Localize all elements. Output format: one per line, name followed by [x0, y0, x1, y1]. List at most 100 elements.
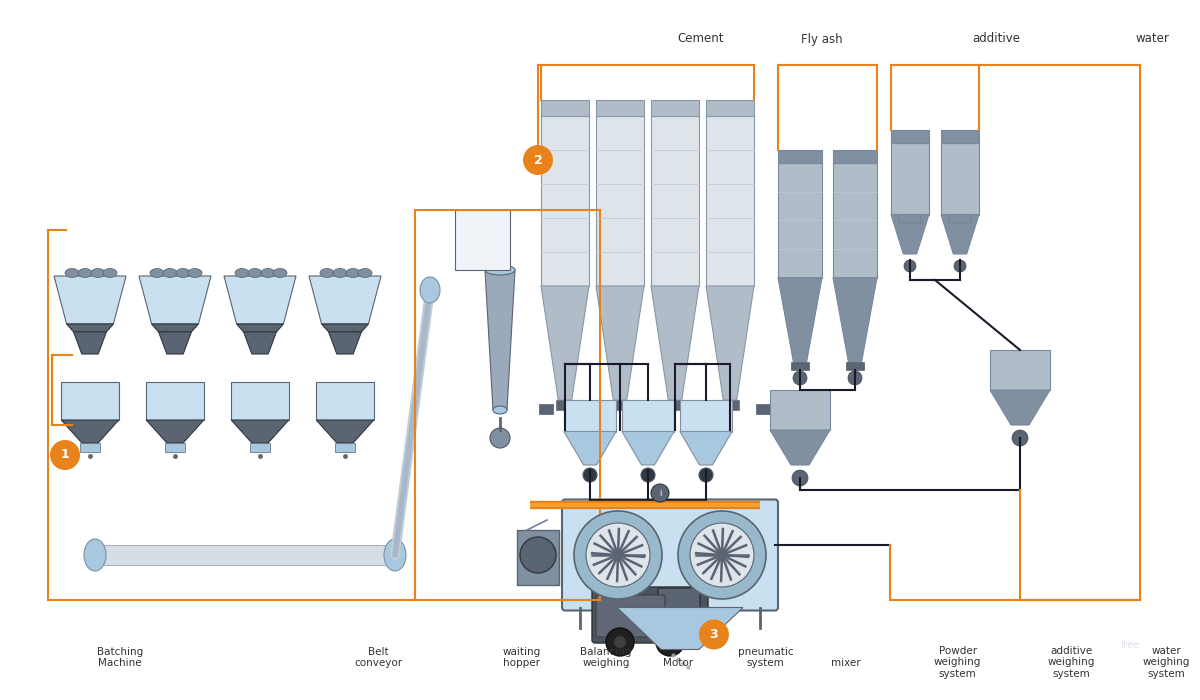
Polygon shape — [244, 332, 276, 354]
Circle shape — [664, 636, 676, 648]
Circle shape — [50, 440, 80, 470]
Text: 3: 3 — [709, 628, 719, 641]
Polygon shape — [317, 420, 374, 443]
Polygon shape — [890, 214, 929, 254]
Ellipse shape — [150, 269, 164, 277]
Text: additive
weighing
system: additive weighing system — [1048, 646, 1096, 679]
Ellipse shape — [65, 269, 79, 277]
FancyBboxPatch shape — [562, 500, 778, 610]
Polygon shape — [236, 324, 283, 332]
Text: free: free — [1121, 640, 1140, 650]
Polygon shape — [941, 214, 979, 254]
FancyBboxPatch shape — [890, 130, 929, 143]
FancyBboxPatch shape — [941, 130, 979, 143]
FancyBboxPatch shape — [706, 116, 754, 286]
Circle shape — [904, 260, 916, 272]
Polygon shape — [541, 286, 589, 400]
Polygon shape — [564, 431, 616, 465]
FancyBboxPatch shape — [564, 400, 616, 431]
FancyBboxPatch shape — [658, 588, 700, 630]
Ellipse shape — [176, 269, 190, 277]
Polygon shape — [680, 431, 732, 465]
Polygon shape — [650, 286, 698, 400]
Text: water
weighing
system: water weighing system — [1142, 646, 1190, 679]
Polygon shape — [833, 278, 877, 362]
Circle shape — [792, 470, 808, 486]
FancyBboxPatch shape — [778, 150, 822, 163]
Text: 2: 2 — [534, 153, 542, 167]
Ellipse shape — [493, 406, 508, 414]
FancyBboxPatch shape — [706, 100, 754, 116]
Circle shape — [1012, 430, 1028, 446]
Polygon shape — [224, 276, 296, 324]
Circle shape — [656, 628, 684, 656]
FancyBboxPatch shape — [990, 350, 1050, 390]
FancyBboxPatch shape — [721, 400, 739, 410]
Polygon shape — [67, 324, 114, 332]
Circle shape — [793, 371, 808, 385]
Polygon shape — [706, 286, 754, 400]
FancyBboxPatch shape — [770, 390, 830, 430]
Polygon shape — [232, 420, 289, 443]
FancyBboxPatch shape — [650, 116, 698, 286]
Text: Powder
weighing
system: Powder weighing system — [934, 646, 982, 679]
Circle shape — [490, 428, 510, 448]
FancyBboxPatch shape — [592, 404, 605, 414]
Circle shape — [583, 468, 598, 482]
Ellipse shape — [274, 269, 287, 277]
Polygon shape — [990, 390, 1050, 425]
FancyBboxPatch shape — [596, 116, 644, 286]
Text: Batching
Machine: Batching Machine — [97, 647, 143, 668]
Ellipse shape — [384, 539, 406, 571]
FancyBboxPatch shape — [650, 100, 698, 116]
Ellipse shape — [420, 277, 440, 303]
Ellipse shape — [84, 539, 106, 571]
Text: Cement: Cement — [678, 32, 724, 46]
FancyBboxPatch shape — [541, 100, 589, 116]
Polygon shape — [622, 431, 674, 465]
FancyBboxPatch shape — [232, 382, 289, 420]
Ellipse shape — [320, 269, 334, 277]
Polygon shape — [322, 324, 368, 332]
Ellipse shape — [346, 269, 360, 277]
Polygon shape — [596, 286, 644, 400]
Ellipse shape — [334, 269, 347, 277]
Polygon shape — [329, 332, 361, 354]
FancyBboxPatch shape — [517, 530, 559, 585]
Circle shape — [523, 145, 553, 175]
FancyBboxPatch shape — [701, 404, 715, 414]
Polygon shape — [151, 324, 198, 332]
Text: i: i — [659, 489, 661, 498]
FancyBboxPatch shape — [541, 116, 589, 286]
FancyBboxPatch shape — [941, 143, 979, 214]
Text: Fly ash: Fly ash — [802, 32, 842, 46]
Circle shape — [641, 468, 655, 482]
Circle shape — [678, 511, 766, 599]
FancyBboxPatch shape — [95, 545, 395, 565]
FancyBboxPatch shape — [646, 404, 660, 414]
FancyBboxPatch shape — [704, 404, 718, 414]
Circle shape — [698, 468, 713, 482]
Circle shape — [954, 260, 966, 272]
FancyBboxPatch shape — [594, 404, 608, 414]
Circle shape — [848, 371, 862, 385]
Polygon shape — [146, 420, 204, 443]
Text: Belt
conveyor: Belt conveyor — [354, 647, 402, 668]
Polygon shape — [485, 270, 515, 410]
Circle shape — [520, 537, 556, 573]
Text: mixer: mixer — [832, 659, 860, 668]
Ellipse shape — [91, 269, 106, 277]
Polygon shape — [778, 278, 822, 362]
Polygon shape — [54, 276, 126, 324]
FancyBboxPatch shape — [164, 443, 185, 452]
FancyBboxPatch shape — [146, 382, 204, 420]
FancyBboxPatch shape — [680, 400, 732, 431]
FancyBboxPatch shape — [335, 443, 355, 452]
Polygon shape — [770, 430, 830, 465]
FancyBboxPatch shape — [80, 443, 100, 452]
FancyBboxPatch shape — [455, 210, 510, 270]
Ellipse shape — [248, 269, 262, 277]
FancyBboxPatch shape — [792, 362, 809, 370]
Circle shape — [574, 511, 662, 599]
Text: pneumatic
system: pneumatic system — [738, 647, 793, 668]
